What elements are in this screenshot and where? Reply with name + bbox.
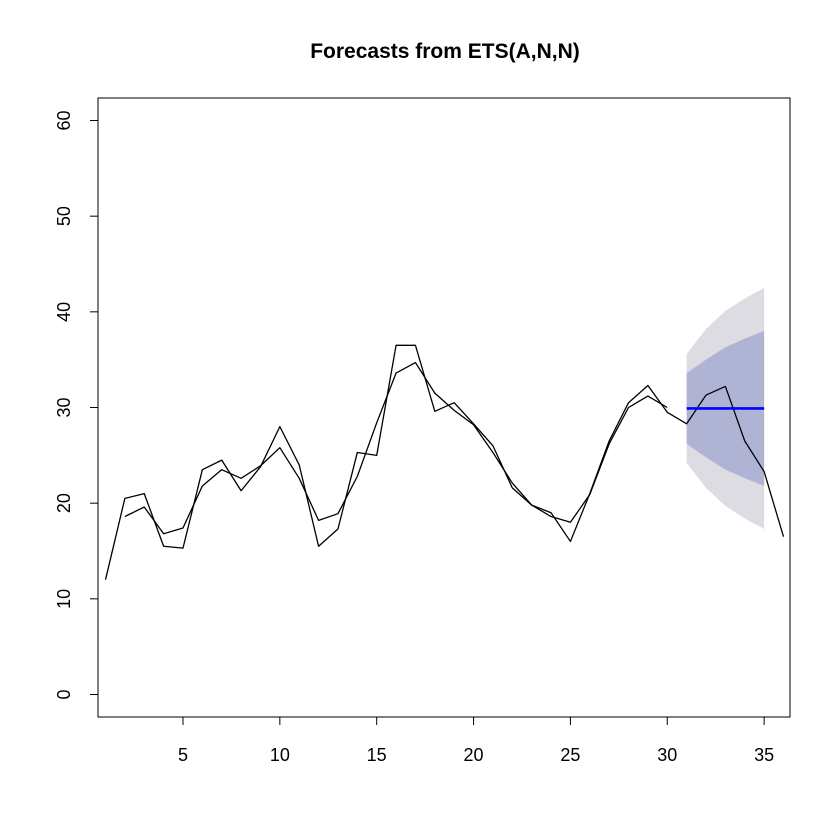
x-tick-label: 25 bbox=[560, 745, 580, 765]
x-tick-label: 35 bbox=[754, 745, 774, 765]
y-tick-label: 30 bbox=[54, 397, 74, 417]
series-lines bbox=[104, 344, 785, 580]
x-tick-label: 20 bbox=[464, 745, 484, 765]
x-axis: 5 10 15 20 25 30 35 bbox=[178, 716, 774, 765]
x-tick-label: 15 bbox=[367, 745, 387, 765]
y-axis: 0 10 20 30 40 50 60 bbox=[54, 110, 99, 700]
chart-title: Forecasts from ETS(A,N,N) bbox=[310, 40, 580, 63]
y-tick-label: 40 bbox=[54, 302, 74, 322]
y-tick-label: 0 bbox=[54, 689, 74, 699]
y-tick-label: 10 bbox=[54, 589, 74, 609]
x-tick-label: 30 bbox=[657, 745, 677, 765]
y-tick-label: 50 bbox=[54, 206, 74, 226]
series-line-2 bbox=[124, 361, 668, 535]
y-tick-label: 60 bbox=[54, 110, 74, 130]
series-line-1 bbox=[104, 344, 785, 580]
x-tick-label: 5 bbox=[178, 745, 188, 765]
x-tick-label: 10 bbox=[270, 745, 290, 765]
y-tick-label: 20 bbox=[54, 493, 74, 513]
